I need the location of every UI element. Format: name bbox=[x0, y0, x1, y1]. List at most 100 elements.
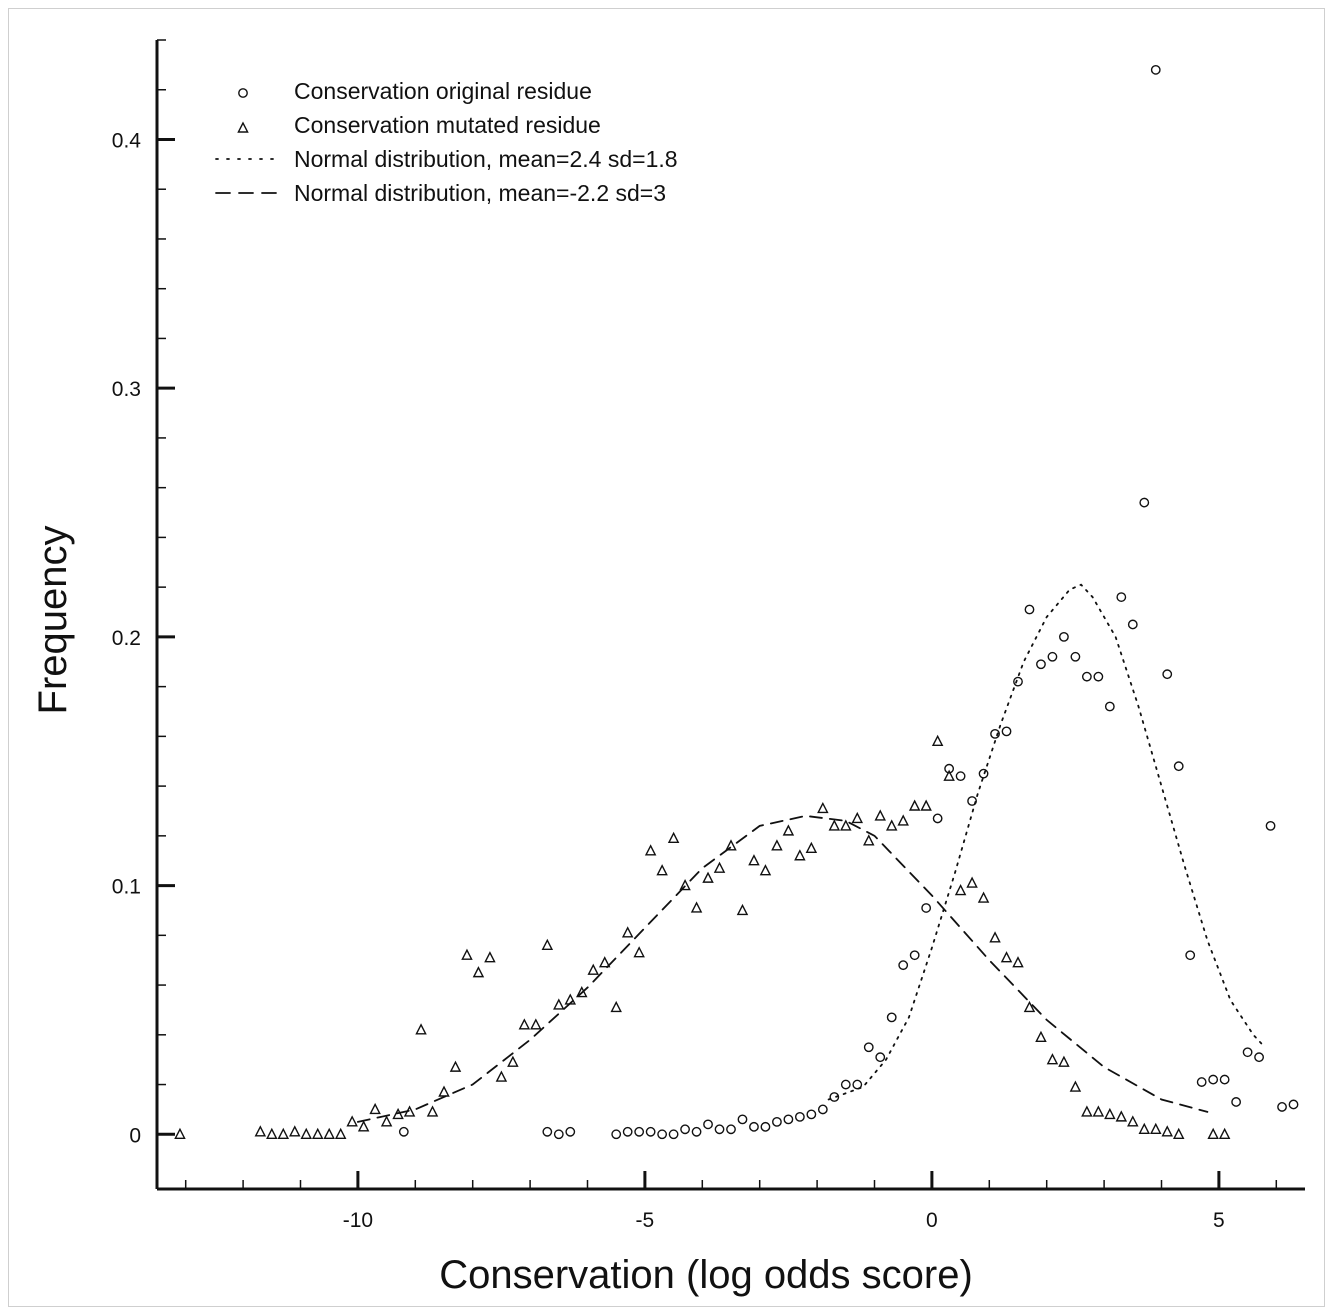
triangle-marker bbox=[1150, 1122, 1162, 1135]
triangle-marker bbox=[266, 1127, 278, 1139]
triangle-marker bbox=[1104, 1107, 1116, 1120]
circle-marker bbox=[1093, 671, 1104, 682]
y-tick-label: 0.4 bbox=[112, 129, 142, 152]
triangle-marker bbox=[943, 769, 955, 781]
triangle-marker bbox=[759, 864, 772, 876]
circle-marker bbox=[1139, 497, 1150, 508]
circle-marker bbox=[990, 728, 1000, 739]
circle-marker bbox=[726, 1124, 736, 1135]
triangle-marker bbox=[966, 876, 978, 888]
circle-marker bbox=[852, 1079, 863, 1090]
triangle-marker bbox=[541, 938, 554, 950]
triangle-marker bbox=[564, 993, 577, 1005]
triangle-marker bbox=[334, 1127, 347, 1139]
circle-marker bbox=[1116, 592, 1127, 602]
triangle-marker bbox=[794, 849, 806, 861]
y-tick-label: 0.3 bbox=[112, 378, 141, 401]
triangle-marker bbox=[323, 1127, 335, 1139]
circle-marker bbox=[1231, 1097, 1242, 1107]
triangle-marker bbox=[587, 963, 599, 975]
triangle-marker bbox=[840, 819, 852, 831]
triangle-marker bbox=[885, 819, 898, 831]
circle-marker bbox=[829, 1092, 840, 1102]
circle-marker bbox=[909, 950, 920, 961]
x-tick-label: 5 bbox=[1213, 1209, 1225, 1232]
triangle-marker bbox=[1115, 1110, 1128, 1122]
circle-marker bbox=[944, 763, 955, 774]
circle-marker bbox=[863, 1042, 874, 1053]
triangle-marker bbox=[920, 799, 932, 811]
triangle-marker bbox=[1092, 1105, 1105, 1117]
triangle-marker bbox=[713, 861, 726, 873]
triangle-marker bbox=[1035, 1030, 1047, 1042]
circle-marker bbox=[657, 1129, 668, 1140]
circle-marker bbox=[967, 796, 977, 806]
circle-marker bbox=[898, 960, 909, 971]
triangle-marker bbox=[403, 1105, 416, 1117]
triangle-marker bbox=[598, 956, 611, 968]
circle-marker bbox=[714, 1124, 725, 1135]
triangle-marker bbox=[346, 1115, 358, 1127]
circle-marker bbox=[1059, 631, 1069, 642]
circle-marker bbox=[840, 1079, 851, 1090]
triangle-marker bbox=[954, 884, 967, 896]
circle-marker bbox=[1242, 1047, 1253, 1058]
triangle-marker bbox=[931, 734, 944, 747]
circle-marker bbox=[565, 1126, 576, 1137]
triangle-marker bbox=[817, 801, 829, 814]
circle-marker bbox=[749, 1121, 759, 1132]
triangle-marker bbox=[644, 844, 657, 856]
triangle-marker bbox=[748, 854, 760, 866]
circle-marker bbox=[1173, 761, 1184, 772]
triangle-marker bbox=[1058, 1055, 1070, 1067]
triangle-marker bbox=[989, 931, 1001, 943]
triangle-marker bbox=[1127, 1115, 1139, 1127]
triangle-marker bbox=[851, 811, 864, 824]
circle-marker bbox=[645, 1126, 656, 1137]
triangle-marker bbox=[380, 1115, 393, 1127]
circle-marker bbox=[955, 771, 966, 782]
circle-marker bbox=[1288, 1099, 1299, 1110]
triangle-marker bbox=[679, 879, 691, 891]
circle-marker bbox=[1150, 64, 1161, 75]
triangle-marker bbox=[736, 903, 749, 916]
triangle-marker bbox=[1218, 1127, 1231, 1139]
triangle-marker bbox=[1161, 1125, 1173, 1137]
triangle-marker bbox=[472, 966, 485, 978]
triangle-marker bbox=[438, 1085, 450, 1097]
circle-marker bbox=[1036, 659, 1046, 670]
circle-marker bbox=[1196, 1077, 1207, 1087]
triangle-marker bbox=[828, 819, 841, 831]
circle-marker bbox=[1208, 1074, 1219, 1085]
circle-marker bbox=[760, 1121, 771, 1132]
circle-marker bbox=[542, 1126, 553, 1137]
x-tick-label: -5 bbox=[636, 1209, 655, 1232]
triangle-marker bbox=[1138, 1122, 1151, 1135]
triangle-marker bbox=[495, 1070, 508, 1082]
legend-label: Conservation mutated residue bbox=[294, 112, 601, 138]
circle-marker bbox=[737, 1114, 748, 1125]
triangle-marker bbox=[908, 799, 921, 811]
triangle-marker bbox=[771, 839, 783, 851]
triangle-marker bbox=[782, 824, 795, 836]
triangle-marker bbox=[507, 1055, 519, 1067]
triangle-marker bbox=[1081, 1105, 1093, 1117]
circle-marker bbox=[398, 1126, 409, 1137]
triangle-marker bbox=[725, 839, 737, 851]
triangle-marker bbox=[610, 1000, 622, 1013]
y-tick-label: 0.2 bbox=[112, 627, 141, 650]
circle-marker bbox=[634, 1126, 645, 1137]
circle-marker bbox=[1265, 820, 1276, 831]
legend-label: Normal distribution, mean=-2.2 sd=3 bbox=[294, 180, 666, 206]
triangle-marker bbox=[1012, 956, 1024, 968]
triangle-marker bbox=[311, 1127, 324, 1139]
triangle-marker bbox=[1023, 1000, 1036, 1013]
triangle-marker bbox=[357, 1120, 370, 1132]
triangle-marker bbox=[1172, 1127, 1185, 1139]
normal-curve-dashed bbox=[357, 814, 1209, 1123]
triangle-marker bbox=[1207, 1127, 1219, 1139]
triangle-marker bbox=[576, 985, 588, 998]
triangle-marker bbox=[667, 831, 680, 844]
triangle-marker bbox=[415, 1023, 427, 1035]
